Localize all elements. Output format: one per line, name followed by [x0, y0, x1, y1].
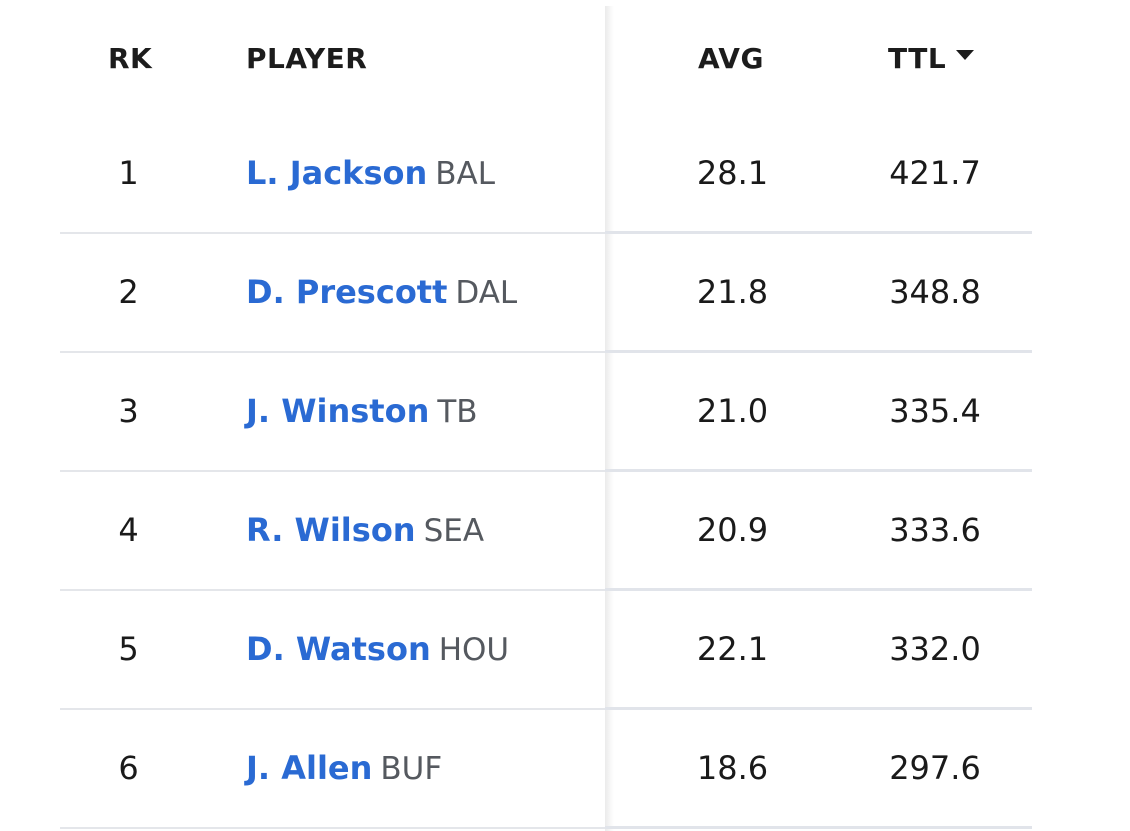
- table-header-stats: AVG TTL: [605, 0, 1032, 118]
- column-header-ttl-label: TTL: [888, 42, 947, 75]
- team-label: BUF: [380, 751, 443, 787]
- table-row: 5 D. Watson HOU: [60, 591, 605, 710]
- table-body-right: 28.1 421.7 21.8 348.8 21.0 335.4 20.9 33…: [605, 115, 1032, 829]
- frozen-column-divider: [605, 6, 614, 831]
- column-header-avg[interactable]: AVG: [698, 42, 764, 75]
- team-label: BAL: [435, 156, 495, 192]
- ttl-cell: 421.7: [889, 154, 981, 192]
- table-scroll-pane[interactable]: AVG TTL 28.1 421.7 21.8 348.8 21.0 335.4…: [605, 0, 1032, 831]
- avg-cell: 22.1: [696, 630, 769, 668]
- ttl-cell: 332.0: [889, 630, 981, 668]
- player-link[interactable]: J. Winston: [246, 392, 430, 430]
- avg-cell: 20.9: [696, 511, 769, 549]
- player-cell: D. Watson HOU: [246, 591, 509, 708]
- player-link[interactable]: D. Prescott: [246, 273, 448, 311]
- table-header: RK PLAYER: [60, 0, 605, 118]
- table-body-left: 1 L. Jackson BAL 2 D. Prescott DAL 3 J. Wi…: [60, 115, 605, 829]
- rank-cell: 1: [118, 154, 139, 192]
- rank-cell: 3: [118, 392, 139, 430]
- table-row: 2 D. Prescott DAL: [60, 234, 605, 353]
- player-link[interactable]: R. Wilson: [246, 511, 416, 549]
- caret-down-icon: [956, 50, 975, 60]
- table-row: 21.0 335.4: [605, 353, 1032, 472]
- team-label: SEA: [423, 513, 485, 549]
- rank-cell: 2: [118, 273, 139, 311]
- player-link[interactable]: J. Allen: [246, 749, 373, 787]
- table-row: 6 J. Allen BUF: [60, 710, 605, 829]
- ttl-cell: 335.4: [889, 392, 981, 430]
- ttl-cell: 297.6: [889, 749, 981, 787]
- team-label: DAL: [455, 275, 518, 311]
- rank-cell: 6: [118, 749, 139, 787]
- player-cell: D. Prescott DAL: [246, 234, 517, 351]
- column-header-player[interactable]: PLAYER: [246, 42, 368, 75]
- ttl-cell: 333.6: [889, 511, 981, 549]
- table-row: 22.1 332.0: [605, 591, 1032, 710]
- table-row: 20.9 333.6: [605, 472, 1032, 591]
- column-header-ttl[interactable]: TTL: [888, 42, 975, 75]
- player-cell: R. Wilson SEA: [246, 472, 484, 589]
- player-cell: J. Allen BUF: [246, 710, 442, 827]
- table-row: 3 J. Winston TB: [60, 353, 605, 472]
- table-row: 18.6 297.6: [605, 710, 1032, 829]
- player-link[interactable]: D. Watson: [246, 630, 431, 668]
- table-row: 21.8 348.8: [605, 234, 1032, 353]
- table-row: 28.1 421.7: [605, 115, 1032, 234]
- rank-cell: 4: [118, 511, 139, 549]
- avg-cell: 21.8: [696, 273, 769, 311]
- table-row: 4 R. Wilson SEA: [60, 472, 605, 591]
- team-label: TB: [437, 394, 478, 430]
- rank-cell: 5: [118, 630, 139, 668]
- column-header-rank[interactable]: RK: [108, 42, 153, 75]
- avg-cell: 28.1: [696, 154, 769, 192]
- player-link[interactable]: L. Jackson: [246, 154, 428, 192]
- ttl-cell: 348.8: [889, 273, 981, 311]
- table-frozen-pane: RK PLAYER 1 L. Jackson BAL 2 D. Prescott D…: [60, 0, 605, 831]
- team-label: HOU: [438, 632, 510, 668]
- table-row: 1 L. Jackson BAL: [60, 115, 605, 234]
- player-cell: J. Winston TB: [246, 353, 478, 470]
- avg-cell: 21.0: [696, 392, 769, 430]
- player-cell: L. Jackson BAL: [246, 115, 495, 232]
- avg-cell: 18.6: [696, 749, 769, 787]
